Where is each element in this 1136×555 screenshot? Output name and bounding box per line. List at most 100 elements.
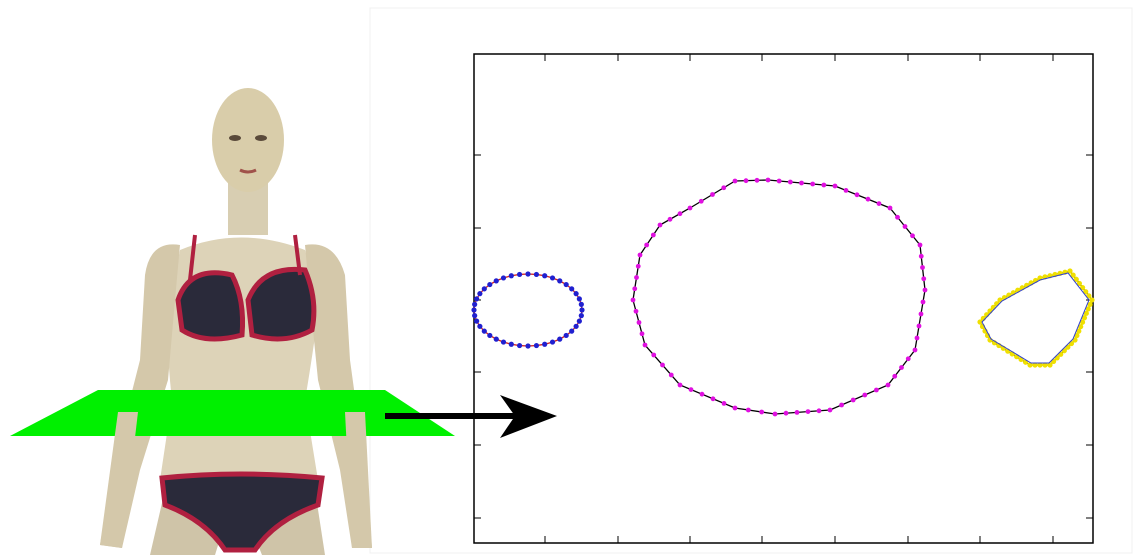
contour-point (759, 410, 764, 415)
contour-point (906, 356, 911, 361)
contour-point (795, 410, 800, 415)
contour-point (866, 197, 871, 202)
contour-point (799, 181, 804, 186)
panel-frame (370, 8, 1132, 553)
contour-point (773, 412, 778, 417)
contour-point (644, 243, 649, 248)
contour-point (534, 272, 539, 277)
contour-point (542, 273, 547, 278)
contour-point (577, 296, 582, 301)
contour-point (688, 206, 693, 211)
contour-point (766, 178, 771, 183)
bra-cup (178, 273, 243, 339)
contour-point (569, 329, 574, 334)
contour-point (634, 275, 639, 280)
contour-point (746, 408, 751, 413)
contour-point (919, 312, 924, 317)
contour-point (494, 337, 499, 342)
contour-point (542, 342, 547, 347)
contour-point (810, 182, 815, 187)
contour-point (821, 183, 826, 188)
contour-point (913, 348, 918, 353)
contour-point (689, 387, 694, 392)
contour-point (777, 179, 782, 184)
contour-point (564, 282, 569, 287)
contour-point (700, 392, 705, 397)
contour-point (574, 324, 579, 329)
contour-point (917, 324, 922, 329)
contour-point (517, 343, 522, 348)
eye (229, 135, 241, 141)
contour-point (678, 211, 683, 216)
contour-point (699, 199, 704, 204)
contour-point (886, 383, 891, 388)
contour-point (534, 343, 539, 348)
contour-point (658, 223, 663, 228)
contour-point (525, 343, 530, 348)
body-scan (100, 88, 372, 555)
contour-point (634, 309, 639, 314)
contour-point (472, 313, 477, 318)
contour-point (755, 178, 760, 183)
contour-point (525, 271, 530, 276)
contour-point (877, 201, 882, 206)
contour-point (733, 406, 738, 411)
figure (0, 0, 1136, 555)
contour-point (744, 178, 749, 183)
contour-point (550, 339, 555, 344)
contour-point (579, 313, 584, 318)
contour-point (477, 291, 482, 296)
contour-point (721, 185, 726, 190)
contour-point (678, 383, 683, 388)
contour-point (564, 333, 569, 338)
contour-point (638, 253, 643, 258)
contour-point (668, 217, 673, 222)
contour-point (669, 373, 674, 378)
contour-point (472, 302, 477, 307)
contour-point (487, 282, 492, 287)
contour-point (632, 286, 637, 291)
contour-point (844, 188, 849, 193)
contour-point (733, 179, 738, 184)
contour-point (651, 353, 656, 358)
contour-point (722, 401, 727, 406)
contour-point (509, 342, 514, 347)
contour-point (918, 243, 923, 248)
contour-point (577, 319, 582, 324)
contour-point (637, 320, 642, 325)
contour-point (557, 278, 562, 283)
contour-point (482, 329, 487, 334)
contour-point (839, 403, 844, 408)
contour-point (919, 254, 924, 259)
contour-point (550, 275, 555, 280)
contour-point (910, 233, 915, 238)
contour-point (474, 319, 479, 324)
contour-point (915, 336, 920, 341)
contour-point (477, 324, 482, 329)
contour-point (806, 409, 811, 414)
contour-point (501, 339, 506, 344)
contour-point (921, 300, 926, 305)
contour-point (784, 411, 789, 416)
contour-point (833, 184, 838, 189)
contour-point (517, 272, 522, 277)
contour-point (788, 180, 793, 185)
contour-point (574, 291, 579, 296)
contour-point (579, 307, 584, 312)
contour-point (920, 265, 925, 270)
page: (() => { const NS = 'http://www.w3.org/2… (0, 0, 1136, 555)
contour-point (855, 192, 860, 197)
contour-point (710, 192, 715, 197)
contour-point (903, 224, 908, 229)
contour-point (851, 398, 856, 403)
contour-point (1089, 297, 1094, 302)
contour-point (660, 363, 665, 368)
head (212, 88, 284, 192)
contour-point (874, 388, 879, 393)
contour-point (569, 286, 574, 291)
contour-point (711, 396, 716, 401)
contour-point (862, 393, 867, 398)
contour-point (579, 302, 584, 307)
contour-point (892, 374, 897, 379)
contour-point (631, 298, 636, 303)
